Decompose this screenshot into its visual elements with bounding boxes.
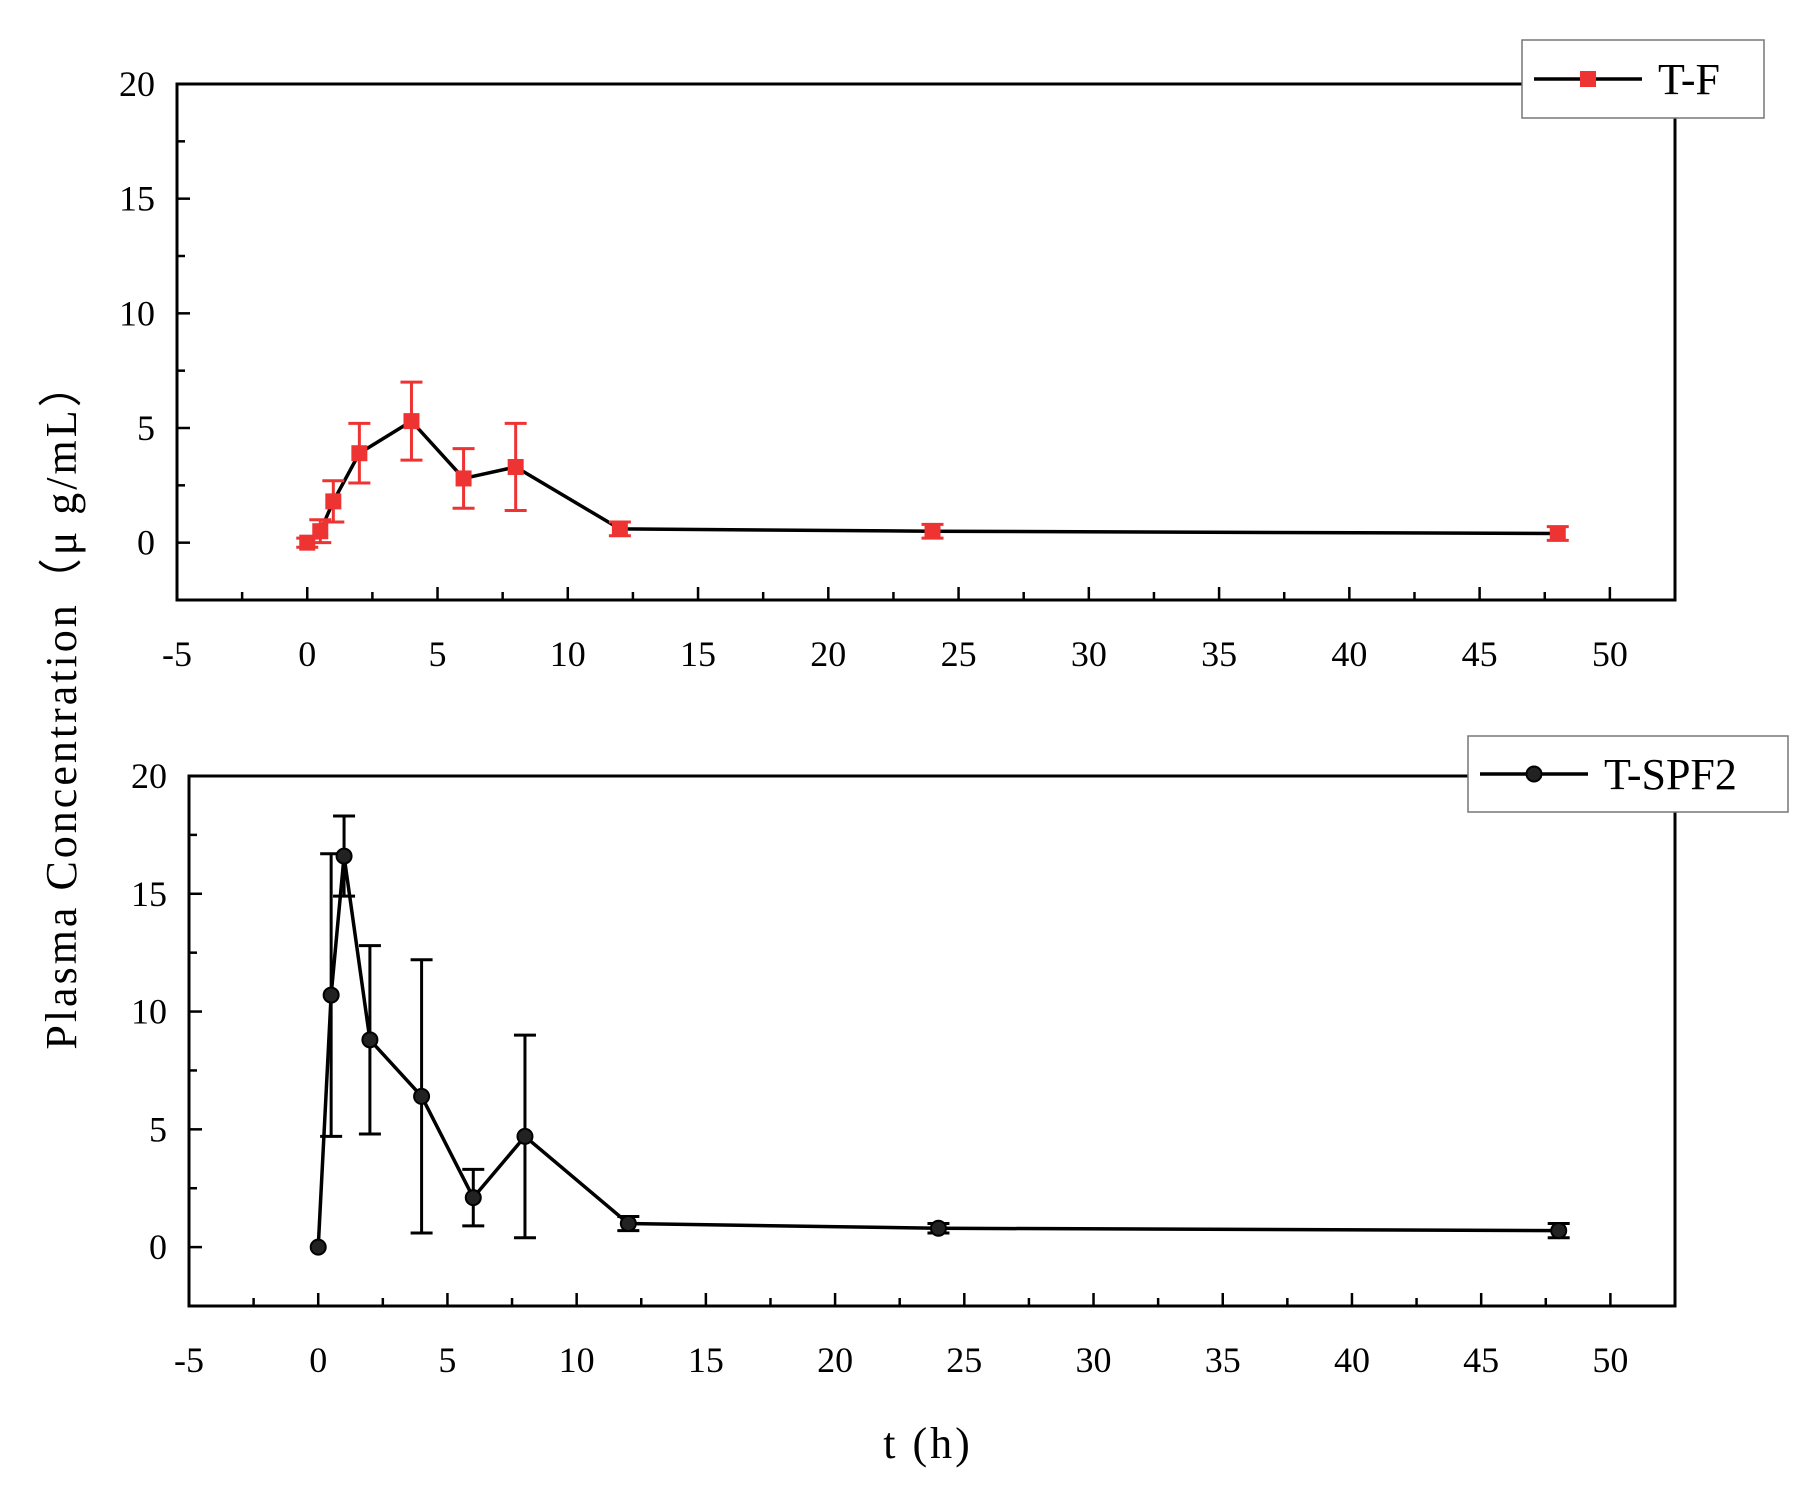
x-tick-label: 50: [1592, 1340, 1628, 1380]
x-tick-label: 25: [946, 1340, 982, 1380]
legend-marker: [1525, 765, 1543, 783]
x-tick-label: 15: [680, 634, 716, 674]
y-tick-label: 20: [119, 64, 155, 104]
data-point: [322, 986, 340, 1004]
x-tick-label: 25: [941, 634, 977, 674]
x-tick-label: 5: [438, 1340, 456, 1380]
x-tick-label: 15: [688, 1340, 724, 1380]
panel-t-spf2: -5 0 5 10 15 20 25 30 35 40 45 50 0 5 10 15 20 T-SPF2: [131, 735, 1789, 1380]
x-tick-label: 40: [1331, 634, 1367, 674]
series-line: [316, 854, 1559, 1248]
data-point: [611, 520, 628, 537]
y-tick-label: 5: [149, 1109, 167, 1149]
data-point: [299, 534, 316, 551]
data-point: [325, 493, 342, 510]
x-tick-label: 30: [1071, 634, 1107, 674]
x-tick-label: 35: [1205, 1340, 1241, 1380]
x-tick-label: -5: [162, 634, 192, 674]
x-tick-label: 35: [1201, 634, 1237, 674]
y-tick-label: 0: [149, 1227, 167, 1267]
x-tick-label: 50: [1592, 634, 1628, 674]
x-tick-label: 40: [1334, 1340, 1370, 1380]
y-tick-label: 0: [137, 523, 155, 563]
data-point: [413, 1087, 431, 1105]
x-tick-label: 5: [429, 634, 447, 674]
legend-marker: [1580, 71, 1596, 87]
y-tick-label: 15: [119, 179, 155, 219]
x-tick-label: 30: [1076, 1340, 1112, 1380]
x-tick-label: 10: [550, 634, 586, 674]
x-tick-label: -5: [174, 1340, 204, 1380]
data-point: [351, 445, 368, 462]
x-tick-label: 45: [1462, 634, 1498, 674]
y-tick-label: 15: [131, 874, 167, 914]
data-point: [361, 1031, 379, 1049]
x-tick-label: 0: [298, 634, 316, 674]
data-point: [312, 523, 329, 540]
y-axis-title: Plasma Concentration（μ g/mL）: [37, 360, 86, 1049]
y-tick-label: 10: [131, 992, 167, 1032]
data-point: [924, 523, 941, 540]
plot-frame: [187, 774, 1677, 1308]
data-point: [309, 1238, 327, 1256]
legend: T-F: [1521, 39, 1765, 119]
x-tick-label: 10: [559, 1340, 595, 1380]
y-tick-label: 20: [131, 756, 167, 796]
x-tick-label: 45: [1463, 1340, 1499, 1380]
series-line: [306, 419, 1558, 544]
x-tick-label: 20: [810, 634, 846, 674]
legend-label: T-F: [1658, 55, 1720, 104]
y-tick-label: 5: [137, 408, 155, 448]
data-point: [455, 470, 472, 487]
data-point: [335, 847, 353, 865]
data-point: [464, 1189, 482, 1207]
x-axis-title: t (h): [883, 1419, 973, 1468]
legend: T-SPF2: [1467, 735, 1789, 813]
legend-label: T-SPF2: [1604, 750, 1737, 799]
data-point: [507, 458, 524, 475]
panel-t-f: -5 0 5 10 15 20 25 30 35 40 45 50 0 5 10 15 20 T-F: [119, 39, 1765, 674]
data-point: [1550, 1222, 1568, 1240]
x-tick-label: 0: [309, 1340, 327, 1380]
y-tick-label: 10: [119, 293, 155, 333]
data-point: [929, 1219, 947, 1237]
data-point: [516, 1127, 534, 1145]
x-tick-label: 20: [817, 1340, 853, 1380]
data-point: [1549, 525, 1566, 542]
plot-frame: [175, 82, 1677, 602]
data-point: [619, 1215, 637, 1233]
data-point: [403, 413, 420, 430]
